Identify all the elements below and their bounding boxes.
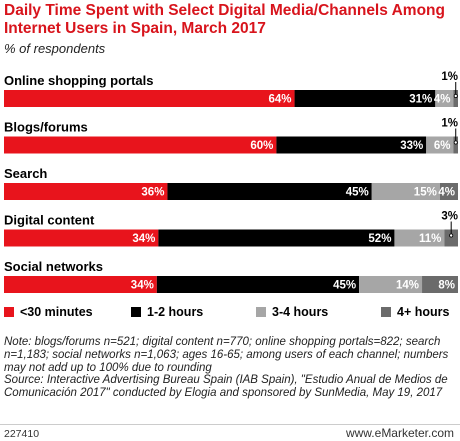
legend-swatch — [381, 307, 391, 317]
legend-swatch — [131, 307, 141, 317]
data-label: 45% — [333, 280, 356, 292]
chart-legend: <30 minutes 1-2 hours 3-4 hours 4+ hours — [4, 305, 456, 323]
bar-segment — [453, 136, 458, 154]
bar-segment — [394, 229, 445, 247]
category-label: Social networks — [4, 259, 103, 274]
data-label: 45% — [346, 187, 369, 199]
bar-segment — [435, 90, 454, 107]
data-label: 3% — [441, 211, 458, 223]
data-label: 6% — [434, 140, 451, 152]
bar-segment — [422, 276, 458, 293]
data-label: 14% — [396, 280, 419, 292]
bar-segment — [359, 276, 423, 293]
legend-item: 4+ hours — [381, 305, 449, 319]
data-label: 15% — [414, 187, 437, 199]
bar-segment — [426, 136, 454, 154]
category-label: Blogs/forums — [4, 120, 88, 135]
data-label: 1% — [441, 118, 458, 130]
data-label: 11% — [419, 233, 441, 245]
data-label: 60% — [250, 140, 273, 152]
data-label: 64% — [269, 94, 292, 106]
chart-id: 227410 — [4, 428, 40, 440]
bar-segment — [439, 183, 458, 200]
bar-segment — [4, 183, 168, 200]
bar-segment — [4, 136, 277, 154]
data-label: 36% — [141, 187, 164, 199]
bar-segment — [453, 90, 458, 107]
category-label: Search — [4, 166, 47, 181]
data-label: 1% — [441, 71, 458, 83]
category-label: Online shopping portals — [4, 73, 154, 88]
bar-segment — [371, 183, 440, 200]
legend-label: 1-2 hours — [147, 305, 204, 319]
legend-swatch — [4, 307, 14, 317]
brand-logo: www.eMarketer.com — [345, 426, 454, 440]
leader-dot — [449, 233, 454, 238]
bar-segment — [4, 229, 159, 247]
footer-divider — [0, 424, 460, 425]
chart-subtitle: % of respondents — [4, 41, 106, 56]
data-label: 4% — [434, 94, 451, 106]
legend-label: 3-4 hours — [272, 305, 329, 319]
data-label: 33% — [400, 140, 423, 152]
data-label: 4% — [438, 187, 455, 199]
legend-label: <30 minutes — [20, 305, 93, 319]
legend-swatch — [256, 307, 266, 317]
legend-item: 3-4 hours — [256, 305, 328, 319]
legend-item: 1-2 hours — [131, 305, 203, 319]
bar-segment — [156, 276, 360, 293]
legend-item: <30 minutes — [4, 305, 93, 319]
chart-title: Daily Time Spent with Select Digital Med… — [4, 2, 445, 37]
bar-segment — [4, 90, 295, 107]
leader-dot — [453, 140, 458, 145]
bar-segment — [276, 136, 427, 154]
data-label: 34% — [132, 233, 155, 245]
bar-segment — [444, 229, 458, 247]
data-label: 52% — [368, 233, 391, 245]
data-label: 31% — [409, 94, 432, 106]
bar-segment — [158, 229, 395, 247]
leader-dot — [453, 94, 458, 99]
legend-label: 4+ hours — [397, 305, 450, 319]
data-label: 34% — [131, 280, 154, 292]
bar-segment — [294, 90, 436, 107]
data-label: 8% — [438, 280, 455, 292]
bar-segment — [167, 183, 372, 200]
category-label: Digital content — [4, 213, 95, 228]
chart-note: Note: blogs/forums n=521; digital conten… — [4, 336, 449, 400]
bar-segment — [4, 276, 157, 293]
